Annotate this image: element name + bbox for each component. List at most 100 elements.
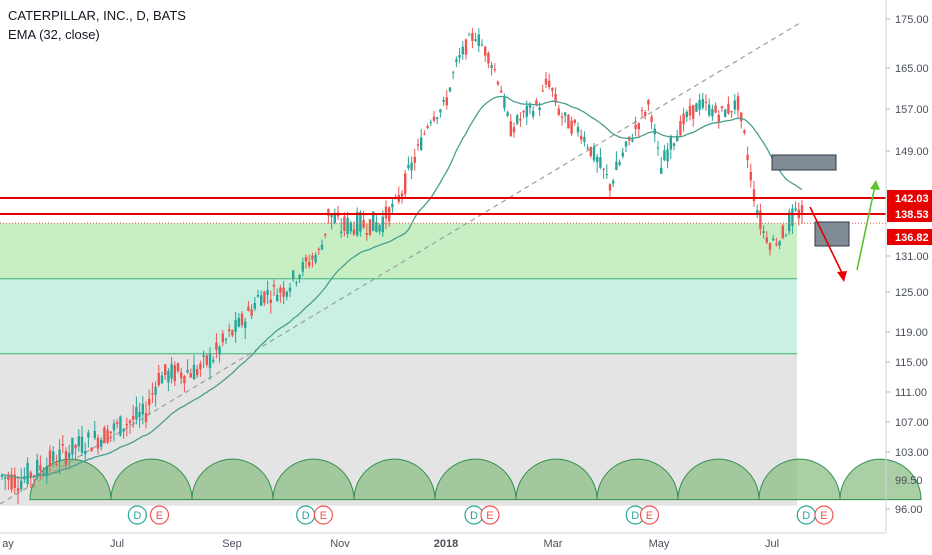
candle [272, 279, 276, 296]
candle [90, 447, 93, 452]
candle [180, 367, 183, 385]
candle [266, 280, 269, 305]
candle [436, 116, 439, 125]
candle [84, 442, 87, 464]
candle-body [157, 373, 160, 386]
candle-body [215, 342, 218, 350]
candle [196, 364, 199, 379]
candle [100, 437, 103, 451]
dividend-marker: D [296, 505, 316, 525]
projection-box-lower [814, 221, 850, 247]
candle-body [285, 291, 288, 297]
candle [778, 240, 781, 250]
candle [800, 200, 804, 224]
candle [669, 134, 672, 159]
candle-body [506, 112, 509, 117]
candle-body [68, 453, 71, 458]
candle [343, 212, 346, 237]
event-label: D [470, 510, 478, 522]
candle-body [676, 135, 679, 142]
candle [10, 467, 13, 493]
candle-body [612, 180, 615, 184]
price-label: 136.82 [895, 232, 929, 244]
candle [157, 364, 160, 388]
x-tick-label: Jul [765, 538, 779, 550]
candle [356, 207, 359, 237]
event-label: D [133, 510, 141, 522]
arrow-up [856, 185, 876, 271]
candle [455, 56, 458, 68]
candle [439, 108, 442, 118]
candle [784, 233, 788, 237]
cycle-arc [515, 458, 598, 501]
candle [496, 80, 500, 86]
candle [71, 437, 74, 460]
candle [500, 85, 503, 93]
candle [13, 467, 16, 495]
candle [586, 144, 589, 150]
event-label: E [646, 510, 653, 522]
candle [68, 444, 71, 468]
candle-body [442, 99, 445, 102]
candle [698, 93, 701, 116]
candle-body [503, 96, 506, 109]
candle [564, 112, 567, 123]
candle [788, 208, 791, 235]
candle [116, 418, 119, 429]
candle [445, 89, 448, 110]
projection-box-upper [771, 154, 837, 171]
candle-body [756, 210, 759, 214]
candle [640, 106, 644, 118]
candle [375, 213, 378, 233]
candle [676, 129, 679, 142]
candle-body [247, 306, 250, 311]
candle [413, 148, 416, 171]
candle-body [439, 109, 442, 113]
candle-body [509, 121, 512, 137]
candle-body [672, 143, 676, 146]
candle-body [480, 44, 484, 46]
candle [260, 290, 263, 306]
candle-body [644, 111, 647, 116]
candle-body [87, 432, 90, 438]
candle [567, 114, 570, 129]
earnings-marker: E [149, 505, 170, 525]
candle-body [621, 152, 624, 157]
event-label: D [302, 510, 310, 522]
candle [410, 156, 413, 180]
candle-body [720, 106, 724, 109]
candle-body [333, 214, 336, 223]
candle [583, 131, 586, 147]
candle [330, 213, 333, 230]
symbol-title: CATERPILLAR, INC., D, BATS [8, 8, 186, 23]
candle-body [96, 437, 100, 449]
candle [621, 147, 624, 159]
event-circle [814, 505, 834, 525]
candle-body [250, 309, 253, 316]
candle-body [138, 412, 141, 417]
candle-body [212, 359, 215, 362]
candle-body [48, 450, 52, 467]
candle [311, 252, 314, 268]
candle-body [231, 330, 234, 336]
candle [276, 288, 279, 302]
candle [333, 208, 336, 225]
candle-body [301, 261, 304, 272]
candle-body [55, 464, 58, 466]
candle [576, 122, 580, 137]
candle [234, 312, 237, 343]
candle-body [311, 255, 314, 260]
candle-body [695, 103, 698, 112]
candle [509, 114, 512, 137]
candle-body [445, 97, 448, 106]
candle-body [7, 475, 10, 480]
candle-body [391, 203, 394, 208]
candle-body [464, 39, 468, 55]
candle-body [631, 139, 634, 142]
candle-body [602, 168, 605, 170]
candle [541, 84, 544, 93]
candle-body [551, 88, 554, 91]
candle-body [4, 476, 7, 479]
candle-body [663, 150, 666, 161]
x-tick-label: May [649, 538, 670, 550]
